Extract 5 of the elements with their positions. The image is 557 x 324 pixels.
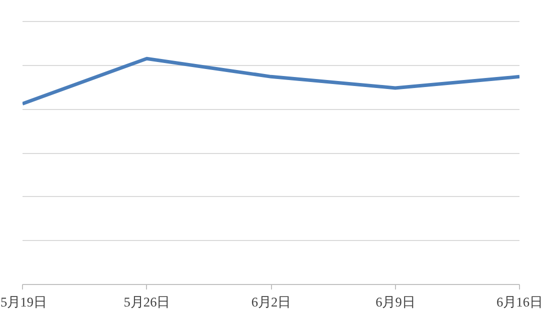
x-tick-label: 6月16日 [496, 294, 543, 310]
x-tick-label: 5月26日 [124, 294, 170, 310]
x-tick-label: 6月9日 [376, 294, 415, 310]
x-tick-label: 5月19日 [0, 294, 46, 310]
x-tick-label: 6月2日 [251, 294, 291, 310]
